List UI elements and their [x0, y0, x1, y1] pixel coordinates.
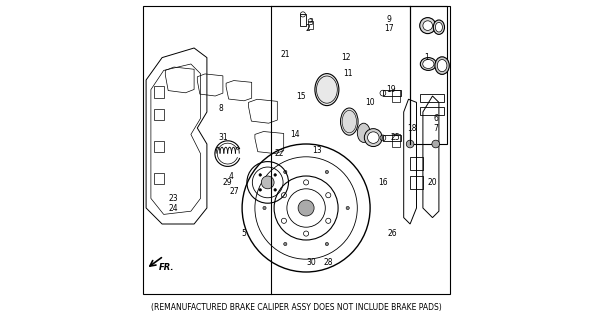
Circle shape [263, 206, 266, 210]
Circle shape [274, 174, 276, 176]
Text: 30: 30 [306, 258, 316, 267]
Bar [154, 141, 164, 152]
Bar [383, 135, 400, 141]
Ellipse shape [435, 57, 449, 75]
Circle shape [259, 188, 262, 191]
Bar [420, 107, 444, 115]
Text: 16: 16 [378, 178, 388, 187]
Circle shape [298, 200, 314, 216]
Text: 27: 27 [229, 188, 239, 196]
Ellipse shape [423, 60, 434, 68]
Circle shape [423, 21, 432, 30]
Text: 14: 14 [290, 130, 299, 139]
Bar [393, 134, 400, 147]
Bar [154, 173, 164, 184]
Text: 19: 19 [386, 85, 396, 94]
Circle shape [432, 140, 439, 148]
Ellipse shape [315, 74, 339, 106]
Ellipse shape [433, 20, 445, 35]
Ellipse shape [340, 108, 358, 135]
Text: 24: 24 [168, 204, 178, 212]
Text: (REMANUFACTURED BRAKE CALIPER ASSY DOES NOT INCLUDE BRAKE PADS): (REMANUFACTURED BRAKE CALIPER ASSY DOES … [151, 303, 442, 312]
Text: 11: 11 [343, 69, 352, 78]
Text: 8: 8 [219, 104, 224, 113]
Circle shape [364, 129, 382, 147]
Bar [154, 109, 164, 120]
Text: 12: 12 [342, 53, 351, 62]
Text: 22: 22 [274, 149, 283, 158]
Bar [308, 21, 313, 29]
Text: 23: 23 [168, 194, 178, 203]
Text: 1: 1 [424, 53, 429, 62]
Text: 18: 18 [407, 124, 416, 132]
Ellipse shape [437, 60, 447, 72]
Circle shape [259, 174, 262, 176]
Bar [420, 94, 444, 102]
Text: 5: 5 [241, 229, 246, 238]
Ellipse shape [435, 22, 442, 32]
Text: 20: 20 [428, 178, 437, 187]
Ellipse shape [358, 123, 370, 142]
Text: 7: 7 [433, 124, 438, 132]
Text: 21: 21 [280, 50, 290, 59]
Text: 31: 31 [218, 133, 228, 142]
Circle shape [283, 170, 287, 173]
Text: 2: 2 [305, 24, 310, 33]
Bar [393, 90, 400, 102]
Circle shape [274, 188, 276, 191]
Text: 9: 9 [387, 15, 392, 24]
Circle shape [262, 176, 274, 189]
Text: 6: 6 [433, 114, 438, 123]
Text: FR.: FR. [159, 263, 174, 272]
Bar [410, 6, 447, 144]
Text: 17: 17 [384, 24, 394, 33]
Text: 25: 25 [391, 133, 400, 142]
Circle shape [346, 206, 349, 210]
Text: 13: 13 [313, 146, 322, 155]
Text: 26: 26 [388, 229, 397, 238]
Circle shape [326, 243, 329, 246]
Text: 10: 10 [365, 98, 375, 107]
Text: 28: 28 [324, 258, 333, 267]
Circle shape [326, 170, 329, 173]
Bar [299, 14, 306, 26]
Circle shape [283, 243, 287, 246]
Bar [383, 90, 400, 96]
Circle shape [420, 18, 436, 34]
Text: 29: 29 [223, 178, 232, 187]
Text: 15: 15 [296, 92, 306, 100]
Bar [154, 86, 164, 98]
Text: 4: 4 [228, 172, 233, 180]
Circle shape [368, 132, 379, 143]
Circle shape [406, 140, 414, 148]
Ellipse shape [420, 58, 436, 70]
Text: 3: 3 [308, 18, 313, 27]
